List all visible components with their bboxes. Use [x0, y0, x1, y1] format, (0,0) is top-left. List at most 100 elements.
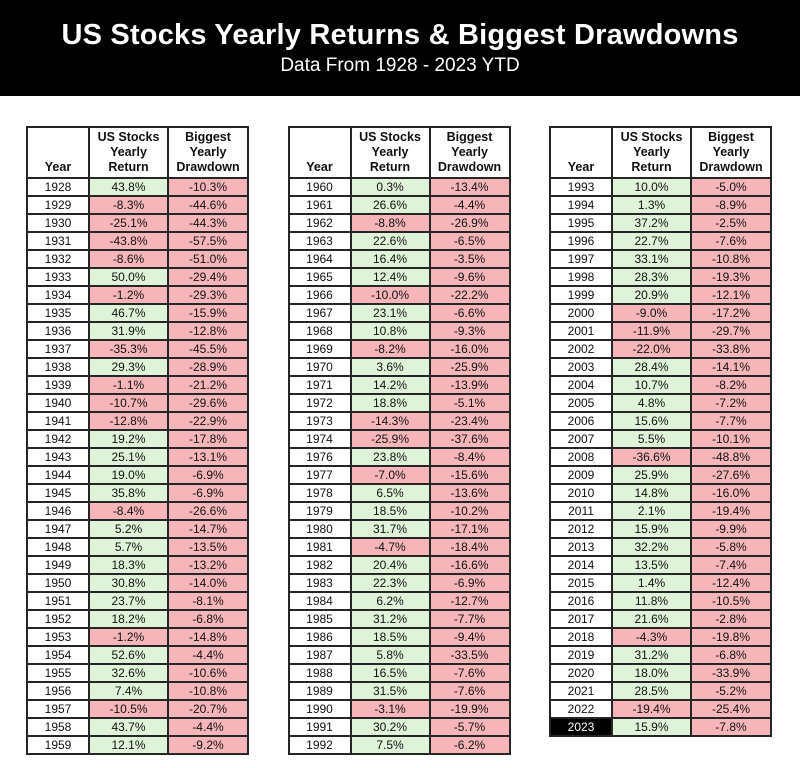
drawdown-cell: -2.8%	[690, 609, 772, 630]
table-row: 1949 18.3% -13.2%	[26, 555, 249, 576]
drawdown-cell: -7.6%	[428, 663, 511, 684]
year-cell: 1983	[287, 573, 352, 594]
col-header-year: Year	[26, 125, 90, 180]
return-cell: 18.3%	[88, 555, 169, 576]
year-cell: 1998	[549, 267, 613, 288]
return-cell: 7.5%	[349, 735, 431, 756]
drawdown-cell: -6.9%	[167, 483, 249, 504]
return-cell: -25.1%	[88, 213, 169, 234]
table-row: 2007 5.5% -10.1%	[549, 429, 772, 450]
table-row: 1983 22.3% -6.9%	[287, 573, 511, 594]
drawdown-cell: -25.4%	[690, 699, 772, 720]
drawdown-cell: -29.3%	[167, 285, 249, 306]
year-cell: 1950	[26, 573, 90, 594]
col-header-return: US Stocks Yearly Return	[611, 125, 692, 180]
table-row: 1930 -25.1% -44.3%	[26, 213, 249, 234]
year-cell: 1934	[26, 285, 90, 306]
return-cell: -43.8%	[88, 231, 169, 252]
return-cell: 29.3%	[88, 357, 169, 378]
table-header-row: Year US Stocks Yearly Return Biggest Yearl…	[26, 125, 249, 180]
table-row: 1950 30.8% -14.0%	[26, 573, 249, 594]
year-cell: 1936	[26, 321, 90, 342]
return-cell: 20.4%	[349, 555, 431, 576]
year-cell: 2004	[549, 375, 613, 396]
year-cell: 1966	[287, 285, 352, 306]
return-cell: -9.0%	[611, 303, 692, 324]
year-cell: 1972	[287, 393, 352, 414]
drawdown-cell: -22.2%	[428, 285, 511, 306]
drawdown-cell: -29.4%	[167, 267, 249, 288]
drawdown-cell: -6.9%	[428, 573, 511, 594]
table-row: 1969 -8.2% -16.0%	[287, 339, 511, 360]
table-row: 1981 -4.7% -18.4%	[287, 537, 511, 558]
table-row: 1996 22.7% -7.6%	[549, 231, 772, 252]
drawdown-cell: -10.1%	[690, 429, 772, 450]
year-cell: 1980	[287, 519, 352, 540]
col-header-return: US Stocks Yearly Return	[88, 125, 169, 180]
return-cell: 25.9%	[611, 465, 692, 486]
year-cell: 1962	[287, 213, 352, 234]
returns-table-1993-2023: Year US Stocks Yearly Return Biggest Yearl…	[549, 125, 772, 738]
page-title: US Stocks Yearly Returns & Biggest Drawd…	[61, 19, 739, 51]
drawdown-cell: -25.9%	[428, 357, 511, 378]
year-cell: 1932	[26, 249, 90, 270]
year-cell: 1991	[287, 717, 352, 738]
drawdown-cell: -13.9%	[428, 375, 511, 396]
year-cell: 1995	[549, 213, 613, 234]
drawdown-cell: -19.4%	[690, 501, 772, 522]
return-cell: -4.3%	[611, 627, 692, 648]
table-row: 1931 -43.8% -57.5%	[26, 231, 249, 252]
return-cell: 28.3%	[611, 267, 692, 288]
drawdown-cell: -14.0%	[167, 573, 249, 594]
year-cell: 2016	[549, 591, 613, 612]
table-header-row: Year US Stocks Yearly Return Biggest Yearl…	[287, 125, 511, 180]
table-row: 1976 23.8% -8.4%	[287, 447, 511, 468]
year-cell: 1988	[287, 663, 352, 684]
table-row: 1940 -10.7% -29.6%	[26, 393, 249, 414]
return-cell: -11.9%	[611, 321, 692, 342]
drawdown-cell: -7.2%	[690, 393, 772, 414]
year-cell: 1947	[26, 519, 90, 540]
drawdown-cell: -16.6%	[428, 555, 511, 576]
table-row: 1952 18.2% -6.8%	[26, 609, 249, 630]
return-cell: 16.5%	[349, 663, 431, 684]
return-cell: 1.3%	[611, 195, 692, 216]
table-row: 1953 -1.2% -14.8%	[26, 627, 249, 648]
year-cell: 1969	[287, 339, 352, 360]
return-cell: 23.8%	[349, 447, 431, 468]
drawdown-cell: -20.7%	[167, 699, 249, 720]
table-row: 1956 7.4% -10.8%	[26, 681, 249, 702]
return-cell: 52.6%	[88, 645, 169, 666]
table-row: 2002 -22.0% -33.8%	[549, 339, 772, 360]
year-cell: 2018	[549, 627, 613, 648]
return-cell: 14.2%	[349, 375, 431, 396]
table-row: 1936 31.9% -12.8%	[26, 321, 249, 342]
return-cell: 10.8%	[349, 321, 431, 342]
drawdown-cell: -13.5%	[167, 537, 249, 558]
year-cell: 1953	[26, 627, 90, 648]
drawdown-cell: -26.9%	[428, 213, 511, 234]
year-cell: 1992	[287, 735, 352, 756]
year-cell: 2000	[549, 303, 613, 324]
drawdown-cell: -6.9%	[167, 465, 249, 486]
year-cell: 2005	[549, 393, 613, 414]
table-row: 2008 -36.6% -48.8%	[549, 447, 772, 468]
table-row: 1987 5.8% -33.5%	[287, 645, 511, 666]
page-subtitle: Data From 1928 - 2023 YTD	[280, 55, 520, 76]
year-cell: 1993	[549, 177, 613, 198]
table-row: 2023 15.9% -7.8%	[549, 717, 772, 738]
drawdown-cell: -10.3%	[167, 177, 249, 198]
drawdown-cell: -33.8%	[690, 339, 772, 360]
year-cell: 2008	[549, 447, 613, 468]
table-row: 1972 18.8% -5.1%	[287, 393, 511, 414]
table-row: 1994 1.3% -8.9%	[549, 195, 772, 216]
return-cell: 22.7%	[611, 231, 692, 252]
table-row: 2017 21.6% -2.8%	[549, 609, 772, 630]
year-cell: 1999	[549, 285, 613, 306]
table-row: 2001 -11.9% -29.7%	[549, 321, 772, 342]
year-cell: 1942	[26, 429, 90, 450]
drawdown-cell: -13.6%	[428, 483, 511, 504]
year-cell: 1958	[26, 717, 90, 738]
return-cell: 11.8%	[611, 591, 692, 612]
table-row: 1954 52.6% -4.4%	[26, 645, 249, 666]
